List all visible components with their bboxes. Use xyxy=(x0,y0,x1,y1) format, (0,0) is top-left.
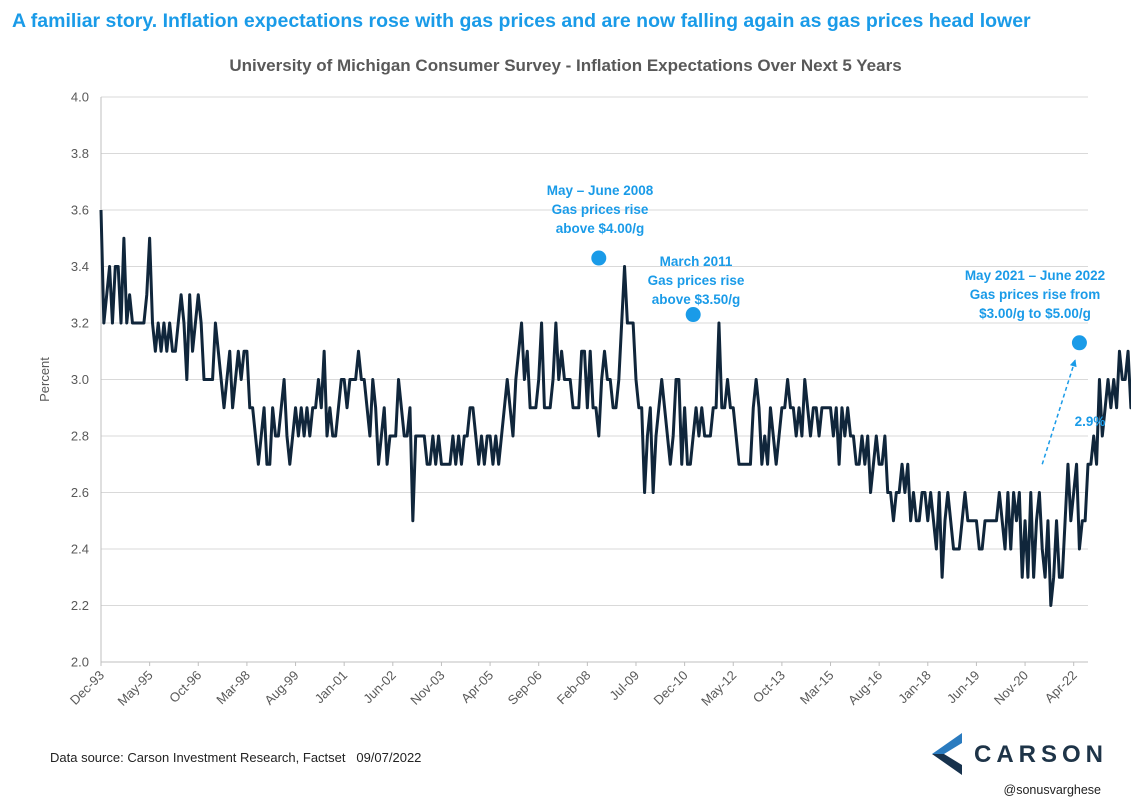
y-tick-label: 2.8 xyxy=(71,429,89,444)
annotation-line: May 2021 – June 2022 xyxy=(964,268,1106,283)
annotation-line: 2.9% xyxy=(1074,414,1106,429)
x-tick-label: May-95 xyxy=(114,668,155,709)
x-tick-label: Aug-99 xyxy=(261,668,301,708)
x-tick-label: Jan-01 xyxy=(312,668,351,707)
annotation-2008: May – June 2008 Gas prices rise above $4… xyxy=(538,181,662,238)
annotation-line: Gas prices rise xyxy=(551,202,649,217)
y-tick-label: 2.4 xyxy=(71,542,89,557)
x-tick-label: Feb-08 xyxy=(554,668,594,708)
latest-value-label: 2.9% xyxy=(1070,412,1110,431)
author-handle: @sonusvarghese xyxy=(1003,783,1101,797)
source-note: Data source: Carson Investment Research,… xyxy=(50,750,422,765)
x-tick-label: Mar-98 xyxy=(213,668,253,708)
x-tick-label: Jan-18 xyxy=(895,668,934,707)
annotation-line: Gas prices rise xyxy=(647,273,745,288)
carson-logo-icon xyxy=(932,733,962,775)
chart-title: University of Michigan Consumer Survey -… xyxy=(229,56,902,75)
series-line xyxy=(99,209,1131,607)
x-tick-label: Mar-15 xyxy=(797,668,837,708)
headline: A familiar story. Inflation expectations… xyxy=(12,10,1031,32)
y-tick-label: 4.0 xyxy=(71,90,89,105)
carson-logo: CARSON xyxy=(932,733,1103,775)
annotation-line: $3.00/g to $5.00/g xyxy=(979,306,1091,321)
highlight-dot xyxy=(1071,335,1087,351)
trend-arrow xyxy=(1041,359,1077,465)
x-tick-label: Oct-96 xyxy=(166,668,204,706)
x-tick-label: Oct-13 xyxy=(750,668,788,706)
x-tick-label: Nov-03 xyxy=(407,668,447,708)
highlight-dot xyxy=(591,250,607,266)
annotation-line: above $4.00/g xyxy=(555,221,645,236)
x-tick-label: Dec-10 xyxy=(650,668,690,708)
x-tick-label: Jun-02 xyxy=(360,668,399,707)
x-tick-label: Dec-93 xyxy=(67,668,107,708)
x-tick-label: Nov-20 xyxy=(991,668,1031,708)
y-tick-label: 3.8 xyxy=(71,146,89,161)
y-tick-label: 3.6 xyxy=(71,203,89,218)
x-tick-label: Jul-09 xyxy=(606,668,642,704)
y-tick-label: 2.2 xyxy=(71,598,89,613)
highlight-dot xyxy=(685,307,701,323)
logo-text: CARSON xyxy=(974,741,1109,768)
y-tick-label: 3.2 xyxy=(71,316,89,331)
x-tick-label: Aug-16 xyxy=(845,668,885,708)
y-tick-label: 3.0 xyxy=(71,372,89,387)
y-axis-label: Percent xyxy=(37,357,52,402)
annotation-line: above $3.50/g xyxy=(651,292,741,307)
x-tick-label: Jun-19 xyxy=(944,668,983,707)
x-tick-label: Sep-06 xyxy=(505,668,545,708)
x-tick-label: Apr-05 xyxy=(458,668,496,706)
trend-arrow-head xyxy=(1069,359,1077,368)
y-tick-label: 2.0 xyxy=(71,655,89,670)
x-tick-label: May-12 xyxy=(698,668,739,709)
x-tick-label: Apr-22 xyxy=(1042,668,1080,706)
annotation-line: May – June 2008 xyxy=(546,183,654,198)
annotation-2021-2022: May 2021 – June 2022 Gas prices rise fro… xyxy=(955,266,1115,323)
y-tick-label: 2.6 xyxy=(71,485,89,500)
y-tick-label: 3.4 xyxy=(71,259,89,274)
annotation-line: March 2011 xyxy=(659,254,733,269)
annotation-line: Gas prices rise from xyxy=(969,287,1101,302)
annotation-2011: March 2011 Gas prices rise above $3.50/g xyxy=(636,252,756,309)
